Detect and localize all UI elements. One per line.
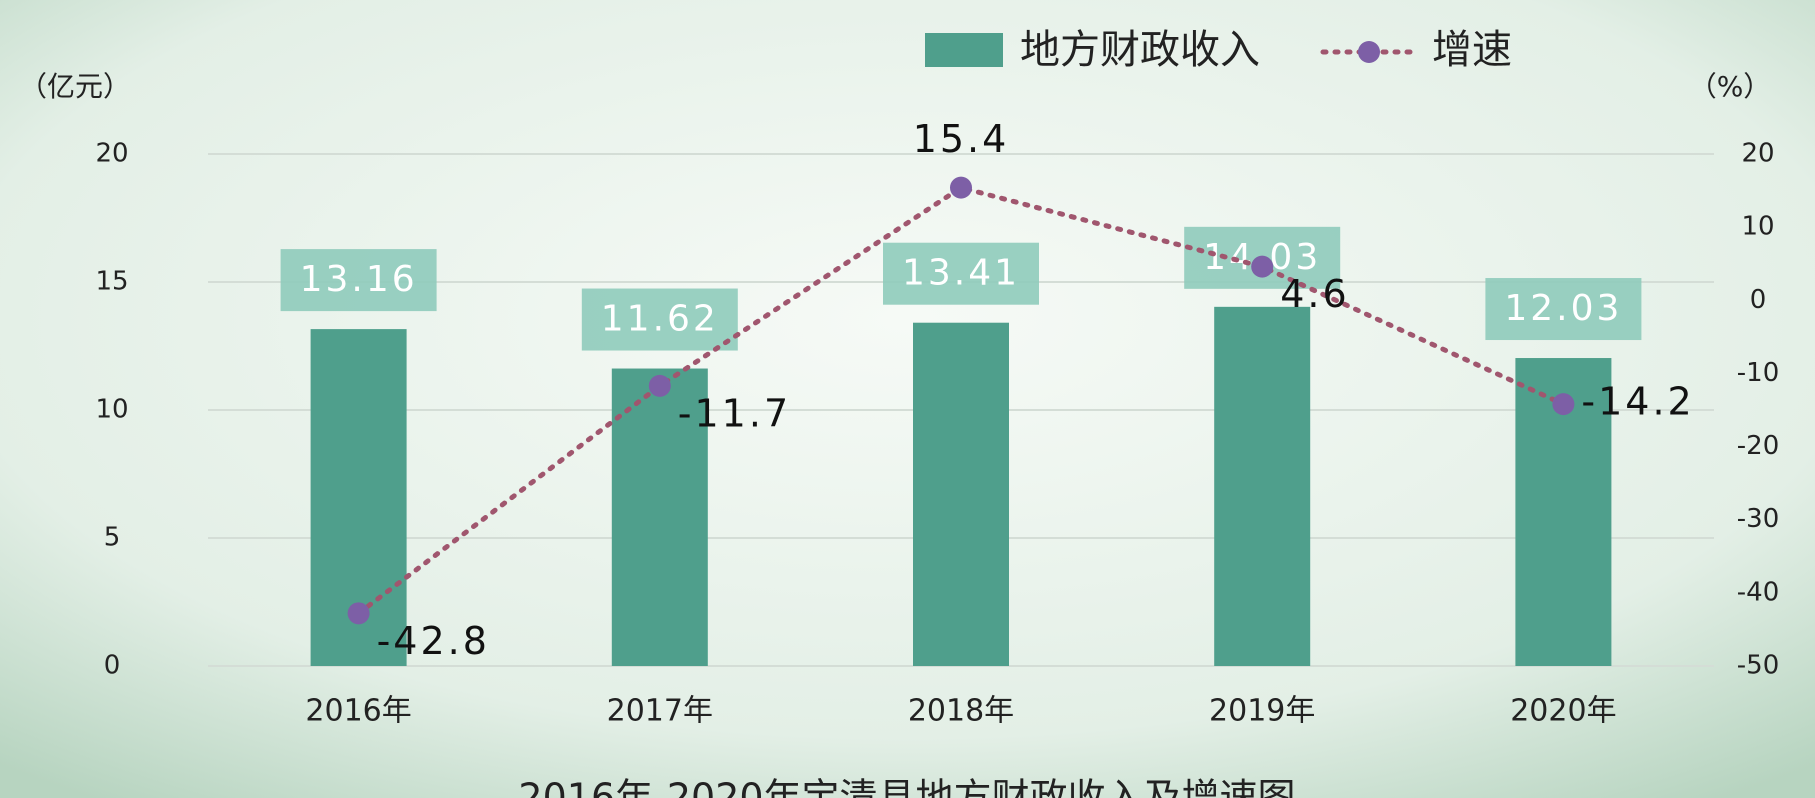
y2-tick-label: -10 <box>1737 358 1779 388</box>
bar <box>913 322 1009 666</box>
y-tick-label: 0 <box>104 651 121 681</box>
point-label: 4.6 <box>1280 272 1349 316</box>
y2-tick-label: -20 <box>1737 431 1779 461</box>
point <box>950 176 972 199</box>
point <box>1251 255 1274 278</box>
value-label: 13.16 <box>300 259 418 300</box>
y-tick-label: 20 <box>95 139 128 169</box>
x-tick-label: 2020年 <box>1510 694 1616 729</box>
point-label: -11.7 <box>678 391 791 435</box>
y2-tick-label: 20 <box>1741 139 1774 169</box>
point <box>648 374 671 397</box>
x-tick-label: 2019年 <box>1209 694 1315 729</box>
y2-tick-label: -50 <box>1737 651 1779 681</box>
bar <box>1214 306 1311 666</box>
x-tick-label: 2018年 <box>908 694 1014 729</box>
y2-tick-label: -30 <box>1737 504 1779 534</box>
y-tick-label: 5 <box>104 523 121 553</box>
value-label-box <box>1485 278 1642 341</box>
value-label: 11.62 <box>601 299 719 340</box>
legend-swatch <box>925 33 1003 67</box>
y-tick-label: 15 <box>95 267 128 297</box>
x-tick-label: 2016年 <box>305 694 411 729</box>
value-label-box <box>581 288 738 351</box>
legend-label: 增速 <box>1432 27 1512 73</box>
caption: 2016年-2020年宝清县地方财政收入及增速图 <box>518 776 1295 798</box>
point <box>1552 393 1575 416</box>
value-label-box <box>883 242 1039 305</box>
y2-unit: （%） <box>1689 70 1772 103</box>
value-label: 13.41 <box>902 253 1020 294</box>
point-label: 15.4 <box>913 117 1010 161</box>
x-tick-label: 2017年 <box>607 694 713 729</box>
bar <box>611 368 708 666</box>
y2-tick-label: 0 <box>1750 285 1767 315</box>
y2-tick-label: -40 <box>1737 577 1779 607</box>
point-label: -14.2 <box>1581 380 1694 424</box>
y-tick-label: 10 <box>95 395 128 425</box>
value-label-box <box>280 249 437 312</box>
point <box>347 602 370 625</box>
line <box>356 184 1566 616</box>
y2-tick-label: 10 <box>1741 212 1774 242</box>
value-label: 12.03 <box>1504 288 1622 329</box>
y-unit: （亿元） <box>19 70 131 103</box>
legend-marker <box>1358 41 1380 63</box>
legend-label: 地方财政收入 <box>1020 27 1260 73</box>
point-label: -42.8 <box>377 619 490 663</box>
